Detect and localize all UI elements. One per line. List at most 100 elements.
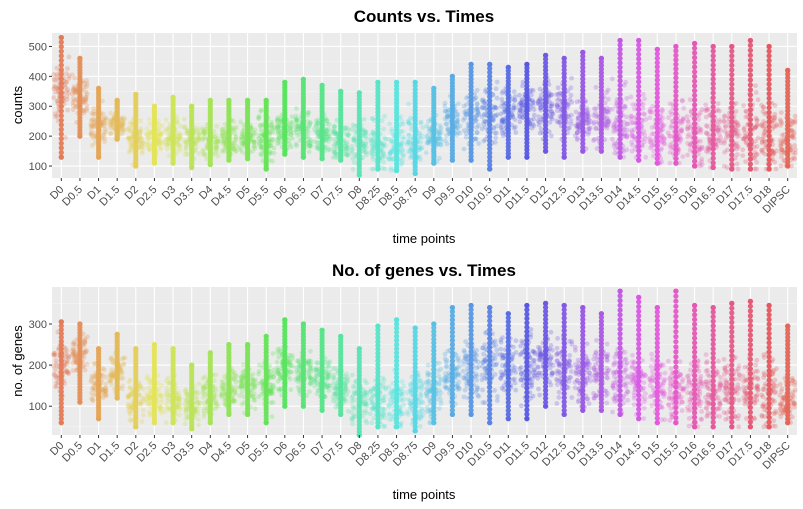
data-point xyxy=(183,148,189,154)
data-point xyxy=(72,90,77,96)
data-point xyxy=(58,57,64,64)
data-point xyxy=(119,117,124,123)
data-point xyxy=(710,90,716,96)
max-point xyxy=(300,76,306,82)
data-point xyxy=(84,84,89,89)
data-point xyxy=(137,133,143,139)
data-point xyxy=(91,109,97,115)
data-point xyxy=(120,122,126,128)
min-point xyxy=(114,395,120,401)
data-point xyxy=(729,58,735,64)
data-point xyxy=(147,129,152,135)
data-point xyxy=(640,102,646,107)
data-point xyxy=(289,114,295,120)
data-point xyxy=(729,109,735,116)
data-point xyxy=(649,125,655,130)
data-point xyxy=(593,110,598,116)
data-point xyxy=(721,114,727,120)
data-point xyxy=(647,135,652,141)
data-point xyxy=(138,138,144,144)
data-point xyxy=(102,139,107,144)
data-point xyxy=(165,141,171,147)
data-point xyxy=(629,133,634,139)
data-point xyxy=(692,144,698,150)
min-point xyxy=(692,163,698,169)
max-point xyxy=(133,91,139,97)
data-point xyxy=(766,142,772,149)
data-point xyxy=(84,103,90,108)
data-point xyxy=(239,141,245,146)
x-tick-label: D6.5 xyxy=(284,184,309,209)
data-point xyxy=(82,336,88,341)
data-point xyxy=(100,366,106,371)
data-point xyxy=(147,130,153,136)
data-point xyxy=(729,157,735,163)
data-point xyxy=(58,108,64,114)
data-point xyxy=(65,66,70,71)
data-point xyxy=(276,123,282,129)
data-point xyxy=(766,86,772,92)
data-point xyxy=(636,143,642,149)
data-point xyxy=(108,110,114,116)
data-point xyxy=(673,57,679,63)
data-point xyxy=(754,159,759,165)
data-point xyxy=(109,118,115,124)
data-point xyxy=(557,119,563,125)
data-point xyxy=(729,119,735,125)
max-point xyxy=(785,67,791,73)
data-point xyxy=(126,149,132,155)
data-point xyxy=(747,57,754,63)
x-tick-label: D7.5 xyxy=(321,184,346,209)
data-point xyxy=(128,143,133,149)
data-point xyxy=(178,148,183,153)
x-tick-label: D5.5 xyxy=(246,184,271,209)
data-point xyxy=(687,147,693,153)
data-point xyxy=(237,145,243,151)
data-point xyxy=(692,78,698,84)
data-point xyxy=(512,117,518,123)
data-point xyxy=(52,83,58,89)
data-point xyxy=(766,109,772,116)
data-point xyxy=(146,147,152,152)
data-point xyxy=(177,136,183,142)
data-point xyxy=(729,67,735,73)
data-point xyxy=(138,142,144,148)
data-point xyxy=(252,145,258,151)
data-point xyxy=(715,101,721,107)
data-point xyxy=(747,161,754,167)
data-point xyxy=(158,147,164,153)
data-point xyxy=(110,121,116,127)
data-point xyxy=(692,158,698,164)
data-point xyxy=(687,97,693,102)
data-point xyxy=(167,138,172,143)
max-point xyxy=(133,346,139,352)
data-point xyxy=(164,126,170,132)
data-point xyxy=(84,362,90,367)
data-point xyxy=(54,72,60,77)
data-point xyxy=(108,131,113,137)
data-point xyxy=(140,144,146,150)
data-point xyxy=(636,152,642,159)
min-point xyxy=(394,167,400,174)
data-point xyxy=(766,133,772,139)
data-point xyxy=(54,380,59,386)
data-point xyxy=(519,97,525,102)
data-point xyxy=(91,393,96,398)
data-point xyxy=(147,147,153,153)
data-point xyxy=(692,59,698,65)
data-point xyxy=(58,103,64,110)
data-point xyxy=(182,117,187,122)
data-point xyxy=(518,106,523,112)
data-point xyxy=(146,141,151,147)
data-point xyxy=(636,56,642,62)
data-point xyxy=(120,121,126,127)
data-point xyxy=(89,118,94,124)
data-point xyxy=(747,47,754,54)
data-point xyxy=(679,127,684,133)
data-point xyxy=(747,82,754,88)
data-point xyxy=(193,144,199,150)
data-point xyxy=(747,131,754,137)
data-point xyxy=(58,76,64,82)
data-point xyxy=(692,88,698,94)
min-point xyxy=(77,133,83,139)
